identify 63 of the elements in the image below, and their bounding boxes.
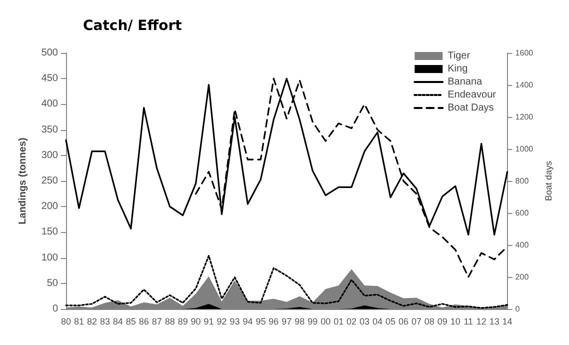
y-tick-label: 150 [41, 226, 58, 238]
x-tick-label: 12 [476, 316, 486, 326]
legend-label: Tiger [448, 50, 471, 62]
x-tick-label: 84 [112, 316, 123, 326]
x-tick-label: 09 [437, 316, 448, 326]
x-tick-label: 11 [464, 316, 474, 326]
y-tick-label: 500 [41, 48, 58, 58]
legend-label: King [448, 64, 468, 74]
y2-tick-label: 1400 [515, 80, 534, 90]
y-tick-label: 0 [52, 304, 58, 314]
x-tick-label: 13 [489, 316, 500, 326]
y2-tick-label: 800 [515, 176, 530, 186]
chart-title: Catch/ Effort [83, 18, 182, 34]
x-tick-label: 03 [360, 316, 370, 326]
x-tick-label: 14 [502, 316, 512, 326]
x-tick-label: 08 [424, 316, 434, 326]
y-tick-label: 250 [41, 176, 58, 186]
x-tick-label: 05 [385, 316, 396, 326]
x-tick-label: 95 [256, 316, 266, 326]
legend-label: Banana [448, 76, 483, 88]
x-tick-label: 96 [268, 316, 279, 326]
y2-tick-label: 1200 [515, 112, 534, 122]
x-tick-label: 90 [190, 316, 201, 326]
x-tick-label: 07 [411, 316, 422, 326]
y2-tick-label: 200 [515, 272, 530, 282]
y-tick-label: 400 [41, 98, 58, 110]
x-tick-label: 85 [126, 316, 136, 326]
x-tick-label: 83 [100, 316, 110, 326]
y-tick-label: 350 [41, 124, 58, 136]
x-tick-label: 80 [60, 316, 72, 326]
x-tick-label: 01 [334, 316, 344, 326]
y-tick-label: 100 [41, 252, 58, 264]
y-tick-label: 50 [46, 278, 58, 289]
x-tick-label: 81 [74, 316, 84, 326]
x-tick-label: 94 [242, 316, 253, 326]
y2-tick-label: 1000 [515, 144, 534, 154]
legend-label: Endeavour [448, 90, 497, 100]
x-tick-label: 91 [204, 316, 214, 326]
y2-tick-label: 0 [515, 304, 520, 314]
y2-axis-title: Boat days [544, 160, 554, 202]
y2-tick-label: 1600 [515, 48, 534, 58]
x-tick-label: 89 [178, 316, 188, 326]
x-tick-label: 10 [450, 316, 460, 326]
y-tick-label: 450 [41, 73, 58, 84]
x-tick-label: 86 [138, 316, 149, 326]
x-tick-label: 88 [164, 316, 175, 326]
x-tick-label: 98 [294, 316, 305, 326]
x-tick-label: 02 [346, 316, 357, 326]
y-tick-label: 300 [41, 150, 58, 161]
y-tick-label: 200 [41, 201, 58, 212]
x-tick-label: 92 [216, 316, 227, 326]
x-tick-label: 87 [152, 316, 162, 326]
x-tick-label: 04 [372, 316, 383, 326]
x-tick-label: 82 [86, 316, 97, 326]
x-tick-label: 97 [282, 316, 292, 326]
y-axis-title: Landings (tonnes) [18, 138, 28, 224]
x-tick-label: 06 [398, 316, 408, 326]
x-tick-label: 00 [320, 316, 331, 326]
y2-tick-label: 400 [515, 240, 530, 250]
y2-tick-label: 600 [515, 208, 530, 218]
legend-label: Boat Days [448, 102, 494, 114]
x-tick-label: 99 [308, 316, 318, 326]
x-tick-label: 93 [230, 316, 240, 326]
